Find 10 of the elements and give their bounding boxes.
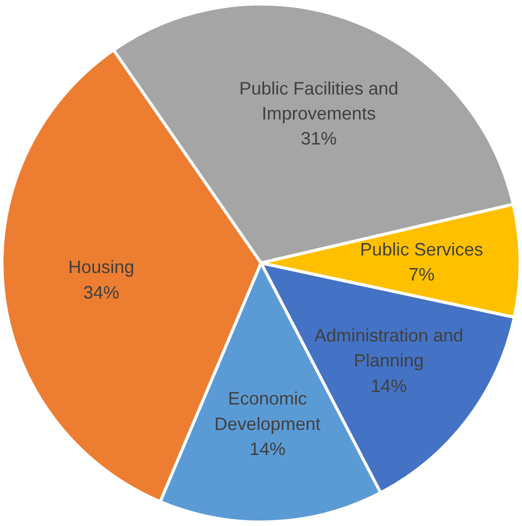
slice-label: Administration and Planning [314, 325, 464, 371]
data-label: 14% [249, 438, 286, 459]
slice-label: Public Facilities and Improvements [239, 78, 398, 124]
slice-label: Public Services [360, 239, 484, 260]
data-label: 34% [83, 282, 120, 302]
slice-label: Housing [68, 257, 134, 278]
data-label: 31% [300, 128, 337, 149]
data-label: 14% [370, 376, 407, 396]
data-label: 7% [408, 264, 435, 284]
slice-label: Economic Development [214, 388, 320, 434]
